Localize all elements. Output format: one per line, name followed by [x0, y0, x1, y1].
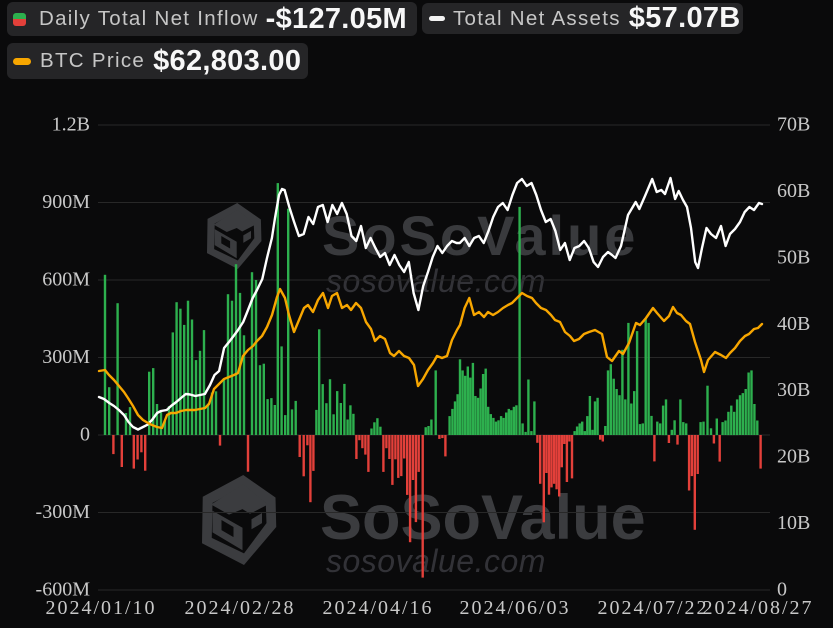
svg-text:600M: 600M [42, 269, 90, 291]
svg-text:70B: 70B [777, 114, 810, 136]
svg-text:2024/04/16: 2024/04/16 [322, 597, 433, 619]
svg-text:2024/01/10: 2024/01/10 [45, 597, 156, 619]
svg-text:-600M: -600M [36, 579, 91, 601]
svg-text:2024/02/28: 2024/02/28 [184, 597, 295, 619]
svg-text:900M: 900M [42, 191, 90, 213]
svg-text:sosovalue.com: sosovalue.com [326, 263, 546, 299]
svg-text:sosovalue.com: sosovalue.com [326, 543, 546, 579]
svg-text:2024/07/22: 2024/07/22 [597, 597, 708, 619]
svg-text:40B: 40B [777, 313, 810, 335]
svg-text:-300M: -300M [36, 501, 91, 523]
svg-text:300M: 300M [42, 346, 90, 368]
svg-text:0: 0 [80, 424, 90, 446]
svg-text:2024/08/27: 2024/08/27 [702, 597, 813, 619]
svg-text:30B: 30B [777, 379, 810, 401]
svg-text:50B: 50B [777, 246, 810, 268]
svg-text:2024/06/03: 2024/06/03 [459, 597, 570, 619]
svg-text:1.2B: 1.2B [52, 114, 90, 136]
svg-text:SoSoValue: SoSoValue [320, 483, 646, 553]
svg-text:20B: 20B [777, 446, 810, 468]
svg-text:0: 0 [777, 579, 787, 601]
svg-text:60B: 60B [777, 180, 810, 202]
svg-text:10B: 10B [777, 512, 810, 534]
